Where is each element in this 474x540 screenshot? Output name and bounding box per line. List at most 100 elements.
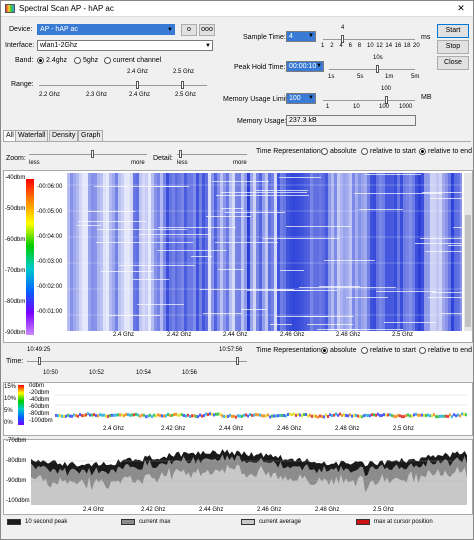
density-cell [229,413,231,417]
waterfall-column [190,173,193,331]
density-cell [337,413,339,417]
density-cell [379,414,381,418]
zoom-slider-track[interactable] [29,154,147,155]
waterfall-gap-line [448,245,462,246]
time-rep2-absolute-radio[interactable] [321,347,328,354]
memory-limit-tick: 1000 [399,104,413,110]
density-cell [193,414,195,418]
sample-time-slider-track[interactable] [323,39,415,40]
zoom-more: more [131,160,145,166]
graph-canvas[interactable] [31,441,467,505]
graph-freq-tick: 2.4 Ghz [83,507,105,513]
band-radio-5ghz[interactable] [74,57,81,64]
time-rep-absolute-radio[interactable] [321,148,328,155]
density-cell [297,413,299,416]
density-cell [141,413,143,417]
range-slider-track[interactable] [39,85,207,86]
time-slider-thumb-end[interactable] [236,357,239,365]
waterfall-column [280,173,283,331]
device-select[interactable]: AP - hAP ac ▼ [37,24,175,35]
zoom-slider-thumb[interactable] [91,150,94,158]
memory-limit-tick: 100 [379,104,390,110]
stop-button[interactable]: Stop [437,40,469,54]
tab-density[interactable]: Density [49,130,79,141]
waterfall-gap-line [354,193,442,194]
device-more-button[interactable]: ooo [199,24,215,36]
close-button[interactable]: Close [437,56,469,70]
density-cell [323,415,325,419]
waterfall-gap-line [241,309,267,310]
waterfall-canvas[interactable] [67,173,462,331]
peak-hold-slider-track[interactable] [329,69,415,70]
range-slider-thumb-right[interactable] [181,81,184,89]
waterfall-column [379,173,382,331]
time-rep2-absolute: absolute [330,347,357,354]
waterfall-column [73,173,76,331]
waterfall-scrollbar-thumb[interactable] [465,215,471,327]
density-cell [431,414,433,418]
density-cell [405,414,407,417]
tab-graph[interactable]: Graph [78,130,104,141]
sample-time-input[interactable]: 4 ▼ [286,31,316,42]
memory-limit-slider-track[interactable] [323,100,415,101]
waterfall-column [232,173,235,331]
density-cell [201,414,203,418]
title-bar: Spectral Scan AP - hAP ac ✕ [1,1,473,17]
density-cell [399,414,401,418]
range-slider-thumb-left[interactable] [136,81,139,89]
time-slider-thumb-start[interactable] [38,357,41,365]
density-canvas[interactable] [55,385,467,425]
density-cell [461,412,463,416]
density-cell [129,413,131,417]
band-radio-current[interactable] [104,57,111,64]
range-tick: 2.4 Ghz [129,92,151,98]
waterfall-freq-tick: 2.44 Ghz [223,332,248,338]
sample-time-tick: 12 [376,43,383,49]
density-cell [341,413,343,417]
time-rep-relative-end-radio[interactable] [419,148,426,155]
interface-select[interactable]: wlan1-2Ghz ▼ [37,40,213,51]
time-rep-relative-start-radio[interactable] [361,148,368,155]
waterfall-column [394,173,397,331]
time-rep2-relative-end-radio[interactable] [419,347,426,354]
peak-hold-input[interactable]: 00:00:10 ▼ [286,61,324,72]
density-cell [301,414,303,418]
density-cell [249,413,251,416]
waterfall-column [163,173,166,331]
memory-limit-input[interactable]: 100 ▼ [286,93,316,104]
detail-slider-track[interactable] [177,154,247,155]
density-cell [85,413,87,417]
density-cell [221,414,223,418]
waterfall-column [385,173,388,331]
memory-usage-label: Memory Usage: [237,118,287,125]
time-representation-label: Time Representation: [256,347,323,354]
waterfall-gap-line [384,322,436,323]
waterfall-gap-line [441,313,462,314]
memory-limit-unit: MB [421,94,432,101]
time-tick: 10:50 [43,370,59,376]
band-option-current: current channel [113,57,162,64]
memory-limit-slider-thumb[interactable] [385,96,388,104]
waterfall-scrollbar[interactable] [464,173,472,331]
waterfall-db-tick: -40dbm [5,175,26,181]
sample-time-slider-thumb[interactable] [341,35,344,43]
peak-hold-slider-thumb[interactable] [376,65,379,73]
density-cell [355,413,357,417]
start-button[interactable]: Start [437,24,469,38]
time-slider-track[interactable] [27,361,247,362]
density-cell [411,414,413,418]
chevron-down-icon: ▼ [316,63,322,69]
peak-hold-tick: 5s [357,74,364,80]
time-rep2-relative-start-radio[interactable] [361,347,368,354]
detail-slider-thumb[interactable] [179,150,182,158]
waterfall-gap-line [215,242,278,243]
time-tick: 10:56 [182,370,198,376]
tab-waterfall[interactable]: Waterfall [15,130,49,141]
density-cell [307,414,309,418]
waterfall-column [364,173,367,331]
density-cell [357,414,359,418]
device-pick-button[interactable]: o [181,24,197,36]
waterfall-column [154,173,157,331]
close-window-icon[interactable]: ✕ [449,1,473,16]
band-radio-2ghz[interactable] [37,57,44,64]
